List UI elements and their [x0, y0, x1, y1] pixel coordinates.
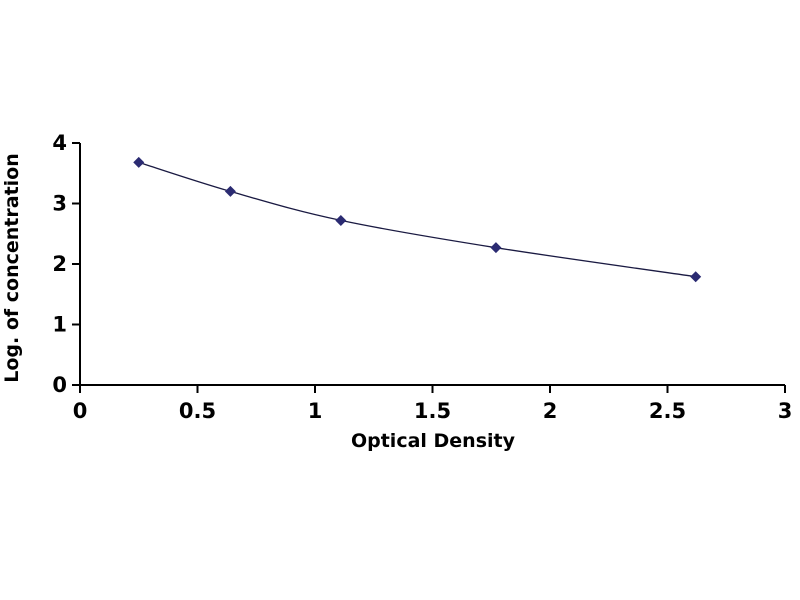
chart-plot-area: 0 0.5 1 1.5 2 2.5 3 0 1 2 3 4	[52, 131, 792, 423]
x-tick-label: 0.5	[179, 399, 216, 423]
y-tick-label: 3	[52, 192, 67, 216]
x-axis-label: Optical Density	[351, 430, 516, 452]
data-point-marker	[224, 185, 236, 197]
curve-line	[138, 161, 696, 278]
y-tick-label: 1	[52, 313, 67, 337]
y-axis-label: Log. of concentration	[1, 153, 23, 383]
data-point-marker	[133, 156, 145, 168]
x-tick-label: 2	[543, 399, 558, 423]
x-tick-label: 1.5	[414, 399, 451, 423]
data-point-marker	[335, 214, 347, 226]
y-tick-label: 2	[52, 252, 67, 276]
x-tick-label: 1	[308, 399, 323, 423]
x-tick-label: 2.5	[649, 399, 686, 423]
data-point-marker	[490, 242, 502, 254]
x-tick-label: 3	[778, 399, 793, 423]
x-tick-label: 0	[73, 399, 88, 423]
y-tick-label: 4	[52, 131, 67, 155]
y-tick-label: 0	[52, 373, 67, 397]
data-point-marker	[690, 271, 702, 283]
